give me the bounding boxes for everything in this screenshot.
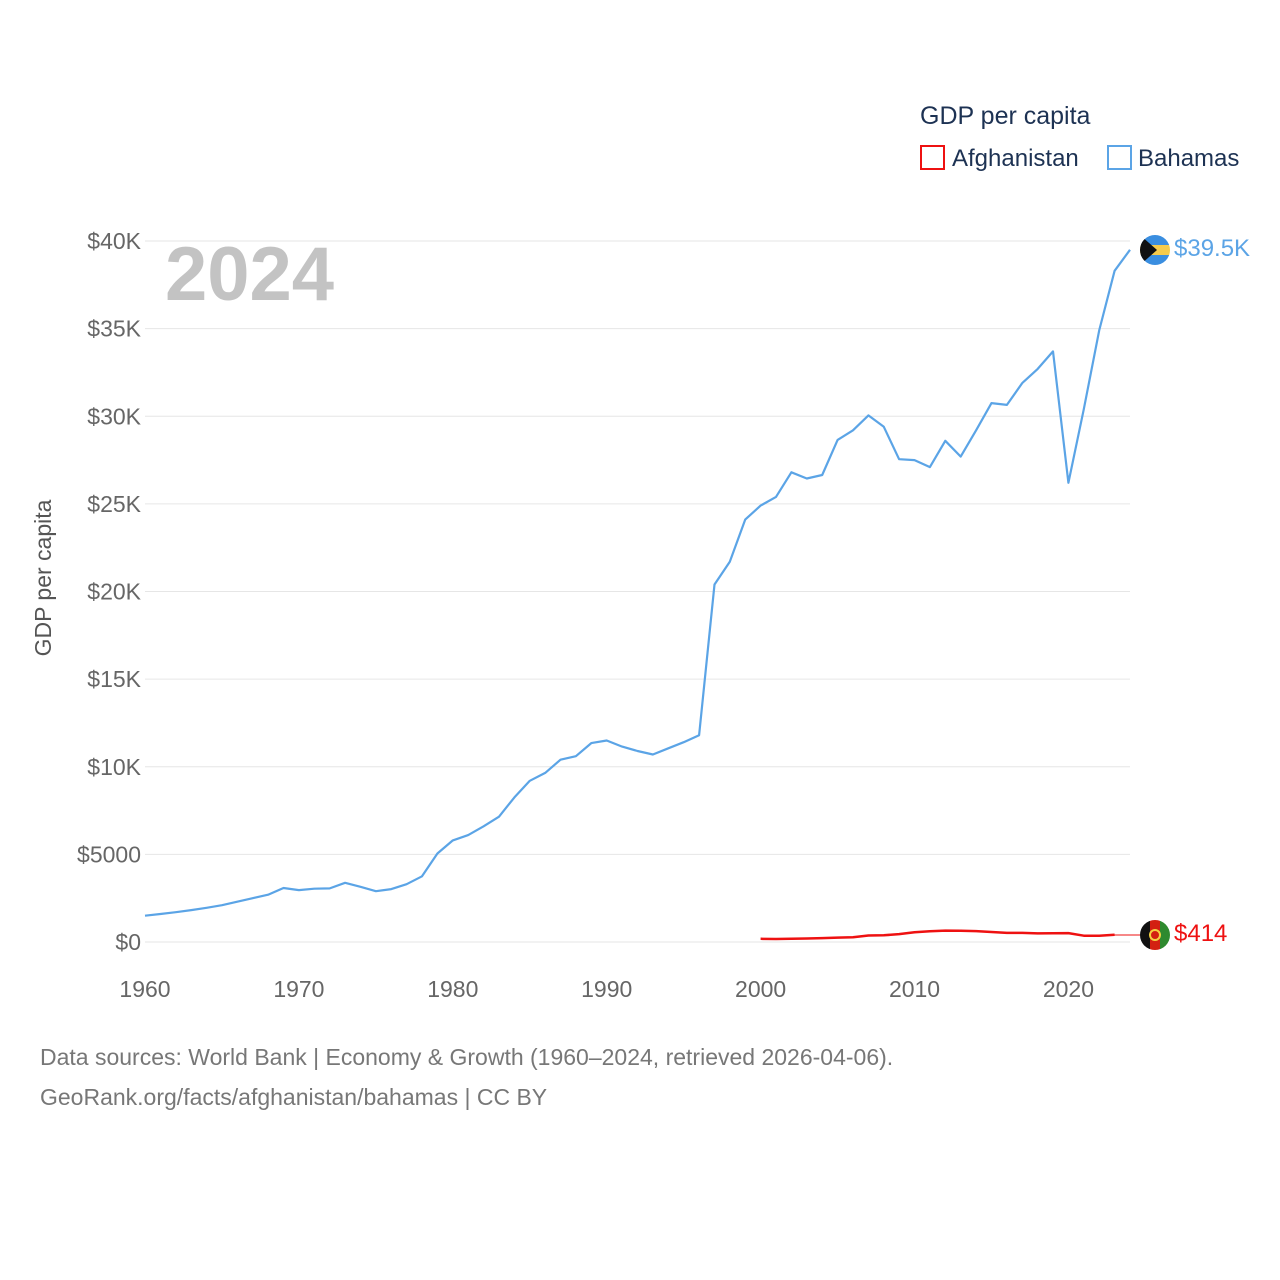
x-tick-label: 2000 xyxy=(735,976,786,1002)
bahamas-end-label: $39.5K xyxy=(1174,235,1250,262)
x-tick-label: 1990 xyxy=(581,976,632,1002)
legend-label-afghanistan: Afghanistan xyxy=(952,145,1079,172)
y-tick-label: $10K xyxy=(87,754,141,780)
bahamas-flag-icon xyxy=(1140,235,1170,265)
y-tick-label: $5000 xyxy=(77,841,141,867)
y-tick-label: $20K xyxy=(87,579,141,605)
series-lines xyxy=(144,249,1131,941)
legend-swatch-bahamas xyxy=(1107,145,1132,170)
source-line-1: Data sources: World Bank | Economy & Gro… xyxy=(40,1044,894,1070)
x-tick-label: 2010 xyxy=(889,976,940,1002)
y-tick-label: $40K xyxy=(87,228,141,254)
y-tick-label: $25K xyxy=(87,491,141,517)
y-axis-title: GDP per capita xyxy=(30,499,56,656)
y-tick-label: $35K xyxy=(87,316,141,342)
afghanistan-flag-icon xyxy=(1140,920,1170,950)
legend-swatch-afghanistan xyxy=(920,145,945,170)
x-tick-label: 1960 xyxy=(119,976,170,1002)
gdp-line-chart: GDP per capita Afghanistan Bahamas $0 $50… xyxy=(30,102,1250,1002)
legend-item-afghanistan[interactable]: Afghanistan xyxy=(920,145,1079,172)
x-tick-label: 2020 xyxy=(1043,976,1094,1002)
y-tick-label: $15K xyxy=(87,666,141,692)
series-line-afghanistan xyxy=(760,929,1115,941)
series-line-bahamas xyxy=(144,249,1131,917)
legend-label-bahamas: Bahamas xyxy=(1138,145,1239,172)
x-axis-ticks: 1960 1970 1980 1990 2000 2010 2020 xyxy=(119,976,1094,1002)
legend-title: GDP per capita xyxy=(920,102,1091,130)
x-tick-label: 1970 xyxy=(273,976,324,1002)
y-tick-label: $0 xyxy=(115,929,141,955)
y-tick-label: $30K xyxy=(87,403,141,429)
afghanistan-end-label: $414 xyxy=(1174,920,1227,947)
source-line-2: GeoRank.org/facts/afghanistan/bahamas | … xyxy=(40,1084,548,1110)
legend-item-bahamas[interactable]: Bahamas xyxy=(1107,145,1239,172)
year-label: 2024 xyxy=(165,232,334,317)
y-axis-ticks: $0 $5000 $10K $15K $20K $25K $30K $35K $40K xyxy=(77,228,142,955)
gridlines xyxy=(145,240,1130,943)
x-tick-label: 1980 xyxy=(427,976,478,1002)
